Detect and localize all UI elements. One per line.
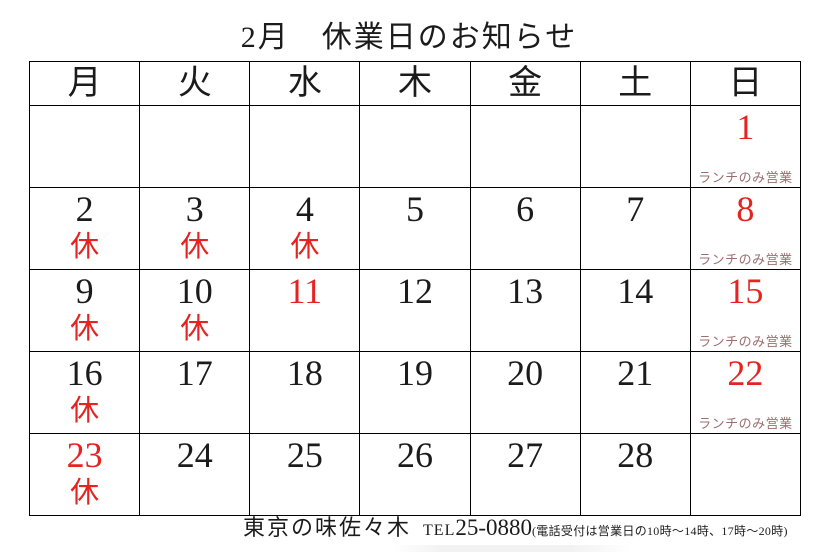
weekday-header-fri: 金 xyxy=(469,61,581,106)
day-number: 10 xyxy=(176,271,213,311)
calendar-cell: 5 xyxy=(359,187,471,270)
calendar-cell: 19 xyxy=(359,351,471,434)
calendar-cell xyxy=(469,105,581,188)
day-number: 8 xyxy=(736,189,755,229)
phone-hours: (電話受付は営業日の10時～14時、17時～20時) xyxy=(532,524,788,538)
calendar-cell: 15 ランチのみ営業 xyxy=(689,269,802,352)
day-number: 18 xyxy=(286,353,323,393)
calendar-cell: 13 xyxy=(469,269,581,352)
day-note: ランチのみ営業 xyxy=(698,252,793,267)
faint-smudge-artifact xyxy=(392,545,632,552)
calendar-cell: 16 休 xyxy=(28,351,141,434)
day-note: 休 xyxy=(180,231,210,264)
weekday-header-sat: 土 xyxy=(579,61,691,106)
calendar-cell: 17 xyxy=(139,351,251,434)
calendar-cell: 1 ランチのみ営業 xyxy=(689,105,802,188)
calendar-cell: 23 休 xyxy=(28,433,141,516)
day-number: 22 xyxy=(727,353,764,393)
page-title: 2月 休業日のお知らせ xyxy=(240,21,578,54)
calendar-cell: 28 xyxy=(579,433,691,516)
day-number: 14 xyxy=(617,271,654,311)
calendar-cell: 12 xyxy=(359,269,471,352)
tel-number: 25-0880 xyxy=(455,515,533,540)
day-number: 17 xyxy=(176,353,213,393)
day-number: 28 xyxy=(617,435,654,475)
day-number: 2 xyxy=(75,189,94,229)
day-number: 21 xyxy=(617,353,654,393)
day-note: 休 xyxy=(70,395,100,428)
day-number: 26 xyxy=(396,435,433,475)
day-number: 25 xyxy=(286,435,323,475)
day-note: 休 xyxy=(70,477,100,510)
tel-label: TEL xyxy=(423,522,456,539)
day-number: 1 xyxy=(736,107,755,147)
day-note: 休 xyxy=(180,313,210,346)
day-number: 3 xyxy=(185,189,204,229)
weekday-header-mon: 月 xyxy=(28,61,141,106)
calendar-cell: 26 xyxy=(359,433,471,516)
footer-contact: 東京の味佐々木 TEL25-0880(電話受付は営業日の10時～14時、17時～2… xyxy=(243,510,788,542)
weekday-header-wed: 水 xyxy=(249,61,361,106)
weekday-header-sun: 日 xyxy=(689,61,802,106)
day-note: ランチのみ営業 xyxy=(698,170,793,185)
day-number: 7 xyxy=(626,189,645,229)
day-number: 23 xyxy=(66,435,103,475)
calendar-week-row: 16 休 17 18 19 20 21 22 ランチのみ営業 xyxy=(28,351,802,434)
weekday-header-row: 月 火 水 木 金 土 日 xyxy=(28,61,802,106)
day-note: ランチのみ営業 xyxy=(698,416,793,431)
day-number: 6 xyxy=(516,189,535,229)
day-note: 休 xyxy=(70,313,100,346)
day-number: 11 xyxy=(287,271,323,311)
calendar-week-row: 23 休 24 25 26 27 28 xyxy=(28,433,802,516)
day-number: 4 xyxy=(295,189,314,229)
calendar-cell xyxy=(359,105,471,188)
day-note: 休 xyxy=(70,231,100,264)
day-number: 13 xyxy=(507,271,544,311)
day-number: 15 xyxy=(727,271,764,311)
day-number: 5 xyxy=(405,189,424,229)
calendar-cell xyxy=(139,105,251,188)
day-number: 19 xyxy=(396,353,433,393)
day-number: 27 xyxy=(507,435,544,475)
day-number: 20 xyxy=(507,353,544,393)
weekday-header-tue: 火 xyxy=(139,61,251,106)
day-note: ランチのみ営業 xyxy=(698,334,793,349)
calendar-cell xyxy=(689,433,802,516)
calendar-cell: 24 xyxy=(139,433,251,516)
calendar-cell: 18 xyxy=(249,351,361,434)
calendar-cell: 8 ランチのみ営業 xyxy=(689,187,802,270)
calendar-cell: 21 xyxy=(579,351,691,434)
calendar-cell: 27 xyxy=(469,433,581,516)
calendar-cell: 20 xyxy=(469,351,581,434)
calendar-cell: 22 ランチのみ営業 xyxy=(689,351,802,434)
calendar-cell: 11 xyxy=(249,269,361,352)
calendar-cell xyxy=(28,105,141,188)
calendar-cell: 7 xyxy=(579,187,691,270)
day-note: 休 xyxy=(290,231,320,264)
calendar-cell xyxy=(249,105,361,188)
day-number: 24 xyxy=(176,435,213,475)
calendar-cell xyxy=(579,105,691,188)
day-number: 16 xyxy=(66,353,103,393)
shop-name: 東京の味佐々木 xyxy=(243,515,412,540)
calendar-cell: 25 xyxy=(249,433,361,516)
calendar-cell: 14 xyxy=(579,269,691,352)
calendar-week-row: 1 ランチのみ営業 xyxy=(28,105,802,188)
day-number: 12 xyxy=(396,271,433,311)
weekday-header-thu: 木 xyxy=(359,61,471,106)
calendar-cell: 6 xyxy=(469,187,581,270)
calendar-cell: 10 休 xyxy=(139,269,251,352)
day-number: 9 xyxy=(75,271,94,311)
